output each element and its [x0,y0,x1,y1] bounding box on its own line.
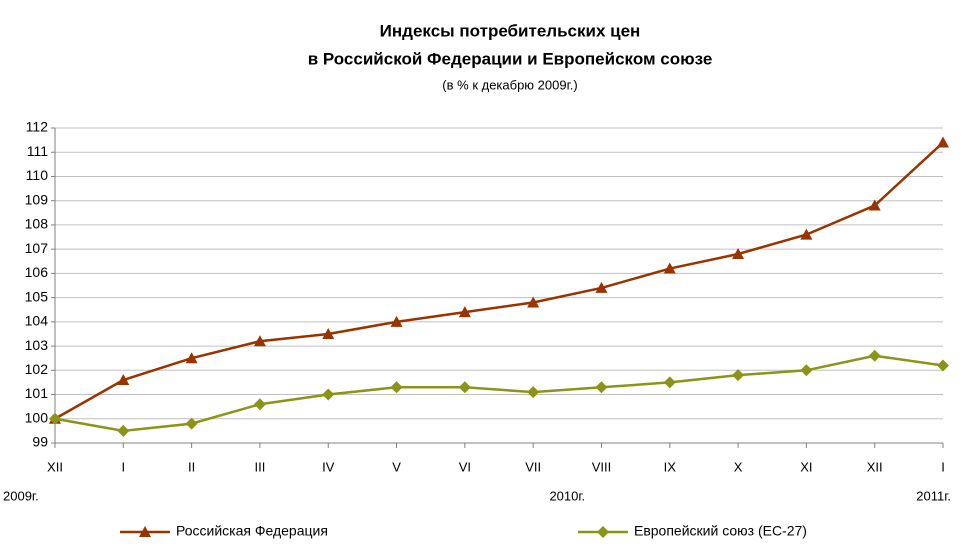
marker [322,327,335,339]
marker [253,335,266,347]
marker [868,349,881,362]
marker [185,352,198,364]
y-tick-label: 101 [25,385,49,401]
marker [139,526,151,537]
y-tick-label: 105 [25,288,49,304]
y-tick-label: 103 [25,337,49,353]
y-tick-label: 110 [26,167,49,183]
marker [117,424,130,437]
marker [595,281,608,293]
x-tick-label: II [188,459,195,474]
marker [185,417,198,430]
x-tick-label: XI [800,459,812,474]
chart-subtitle: (в % к декабрю 2009г.) [442,77,577,92]
marker [49,412,61,425]
marker [527,296,540,308]
marker [458,306,471,318]
x-tick-label: I [121,459,125,474]
legend-label: Европейский союз (ЕС-27) [634,523,807,539]
marker [937,136,949,148]
marker [663,262,676,274]
chart-title: в Российской Федерации и Европейском сою… [308,49,713,68]
marker [663,376,676,389]
series-line [54,354,944,433]
y-tick-label: 106 [25,264,49,280]
x-tick-label: IX [664,459,677,474]
year-label: 2011г. [916,488,951,503]
marker [322,388,335,401]
marker [937,359,949,372]
marker [253,398,266,411]
marker [732,369,745,382]
series-line [54,141,944,420]
x-tick-label: X [734,459,743,474]
x-tick-label: I [941,459,945,474]
marker [390,315,403,327]
y-tick-label: 109 [25,191,49,207]
x-tick-label: VI [459,459,471,474]
y-tick-label: 100 [25,409,49,425]
year-label: 2010г. [549,488,585,503]
y-tick-label: 108 [25,216,49,232]
marker [527,386,540,399]
chart-title: Индексы потребительских цен [380,21,641,40]
marker [390,381,403,394]
marker [800,228,813,240]
x-tick-label: XII [867,459,883,474]
y-tick-label: 112 [26,119,49,135]
marker [732,248,745,259]
marker [458,381,471,394]
y-tick-label: 99 [32,434,48,450]
x-tick-label: IV [322,459,335,474]
legend-label: Российская Федерация [176,523,328,539]
marker [868,199,881,211]
x-tick-label: VIII [592,459,612,474]
marker [800,364,813,377]
x-tick-label: XII [47,459,63,474]
y-tick-label: 111 [27,143,48,159]
x-tick-label: VII [525,459,541,474]
marker [595,381,608,394]
marker [597,526,609,538]
y-tick-label: 102 [25,361,49,377]
marker [117,374,130,385]
x-tick-label: V [392,459,401,474]
y-tick-label: 104 [25,313,49,329]
year-label: 2009г. [3,488,39,503]
x-tick-label: III [255,459,266,474]
y-tick-label: 107 [25,240,49,256]
